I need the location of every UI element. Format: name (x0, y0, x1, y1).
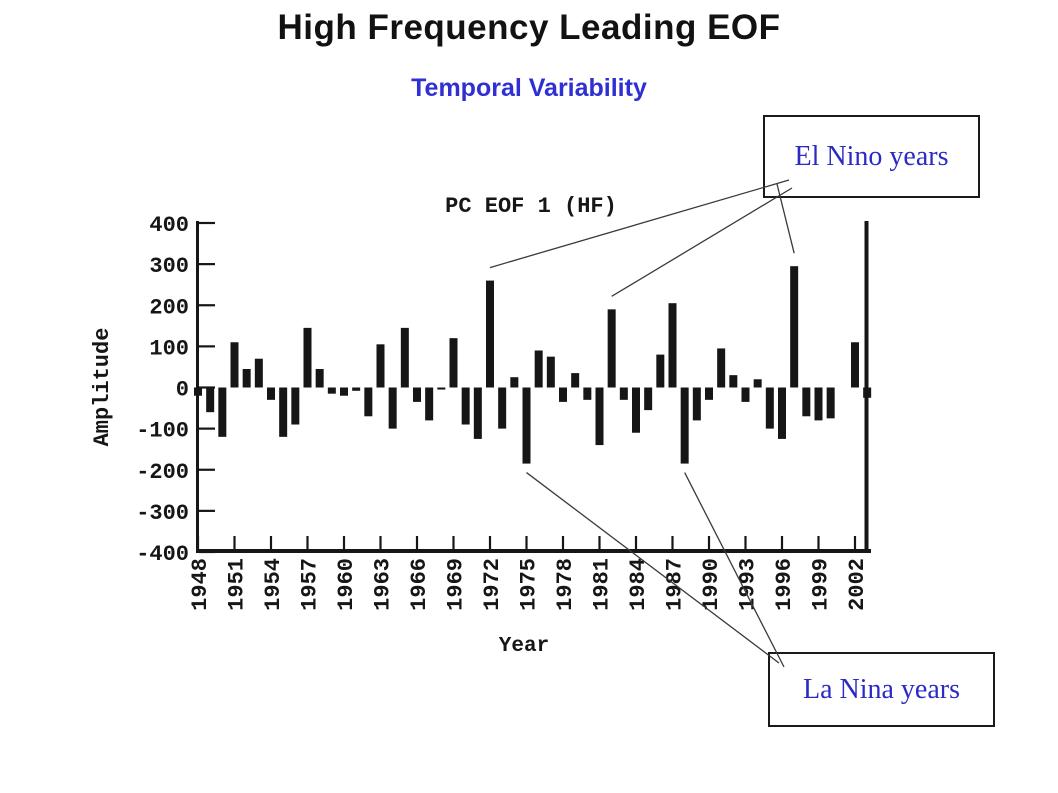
x-tick-label: 1969 (443, 558, 468, 611)
la-nina-callout-box: La Nina years (768, 652, 995, 727)
bar-1965 (400, 327, 409, 388)
bar-2002 (850, 342, 859, 388)
bar-1966 (412, 387, 421, 402)
x-tick-label: 1993 (735, 558, 760, 611)
y-tick-label: 0 (176, 378, 189, 403)
page-title: High Frequency Leading EOF (277, 8, 781, 47)
bar-1983 (619, 387, 628, 400)
el-nino-callout-box: El Nino years (763, 115, 980, 198)
y-tick-label: 200 (149, 295, 189, 320)
bar-1973 (498, 387, 507, 429)
bar-1963 (376, 344, 385, 388)
x-tick-label: 1954 (261, 558, 286, 611)
y-tick-label: -100 (136, 419, 189, 444)
bar-1993 (741, 387, 750, 402)
bar-1951 (230, 342, 239, 388)
x-tick-label: 1960 (334, 558, 359, 611)
y-tick-label: 400 (149, 213, 189, 238)
bar-1987 (668, 303, 677, 388)
x-tick-label: 1957 (297, 558, 322, 611)
x-tick-label: 1972 (480, 558, 505, 611)
bar-1974 (510, 377, 519, 388)
bar-1982 (607, 309, 616, 388)
bar-1955 (279, 387, 288, 437)
bar-1959 (327, 387, 336, 394)
bar-1995 (765, 387, 774, 429)
x-tick-label: 1996 (772, 558, 797, 611)
page-subtitle: Temporal Variability (411, 74, 647, 102)
x-tick-label: 1948 (188, 558, 213, 611)
la-nina-label: La Nina years (802, 673, 961, 705)
x-tick-label: 1966 (407, 558, 432, 611)
bar-1960 (339, 387, 348, 396)
bar-1969 (449, 338, 458, 388)
x-tick-label: 1963 (370, 558, 395, 611)
y-tick-label: -300 (136, 501, 189, 526)
bar-1977 (546, 356, 555, 388)
x-tick-label: 2002 (845, 558, 870, 611)
bar-1967 (425, 387, 434, 421)
x-tick-label: 1975 (516, 558, 541, 611)
bar-1968 (437, 387, 446, 390)
bar-1956 (291, 387, 300, 425)
bar-1988 (680, 387, 689, 464)
bar-1992 (729, 375, 738, 388)
x-tick-label: 1999 (808, 558, 833, 611)
y-axis-title: Amplitude (90, 328, 115, 447)
bar-1954 (266, 387, 275, 400)
bar-1970 (461, 387, 470, 425)
bar-2003 (863, 387, 872, 398)
bar-1953 (254, 358, 263, 388)
y-axis: 400 300 200 100 0 -100 -200 -300 -400 Amplitude (90, 213, 215, 567)
bar-1975 (522, 387, 531, 464)
bar-1962 (364, 387, 373, 417)
bar-1997 (790, 266, 799, 388)
el-nino-label: El Nino years (794, 140, 949, 172)
bars (194, 266, 872, 464)
bar-1984 (631, 387, 640, 433)
x-tick-label: 1978 (553, 558, 578, 611)
bar-1981 (595, 387, 604, 446)
x-axis-title: Year (499, 635, 549, 658)
y-tick-label: -400 (136, 542, 189, 567)
bar-1976 (534, 350, 543, 388)
bar-1990 (704, 387, 713, 400)
bar-1985 (644, 387, 653, 411)
x-tick-label: 1981 (589, 558, 614, 611)
bar-1952 (242, 368, 251, 388)
bar-1950 (218, 387, 227, 437)
x-axis: 1948 1951 1954 1957 1960 1963 1966 1969 1972 1975… (188, 536, 870, 658)
bar-1979 (571, 373, 580, 388)
bar-1961 (352, 387, 361, 391)
bar-1971 (473, 387, 482, 439)
x-tick-label: 1984 (626, 558, 651, 611)
x-tick-label: 1987 (662, 558, 687, 611)
bar-1978 (558, 387, 567, 402)
axes (196, 221, 871, 553)
bar-1948 (194, 387, 202, 396)
y-tick-label: -200 (136, 460, 189, 485)
bar-1994 (753, 379, 762, 388)
bar-1991 (717, 348, 726, 388)
bar-1964 (388, 387, 397, 429)
bar-1986 (656, 354, 665, 388)
bar-1949 (206, 387, 215, 413)
chart-title: PC EOF 1 (HF) (445, 194, 617, 219)
bar-2000 (826, 387, 835, 419)
x-tick-label: 1990 (699, 558, 724, 611)
y-tick-label: 100 (149, 336, 189, 361)
bar-1958 (315, 368, 324, 388)
bar-1999 (814, 387, 823, 421)
y-tick-label: 300 (149, 254, 189, 279)
bar-1996 (777, 387, 786, 439)
bar-1998 (802, 387, 811, 417)
bar-1980 (583, 387, 592, 400)
bar-1957 (303, 327, 312, 388)
bar-1972 (485, 280, 494, 388)
x-tick-label: 1951 (224, 558, 249, 611)
bar-1989 (692, 387, 701, 421)
